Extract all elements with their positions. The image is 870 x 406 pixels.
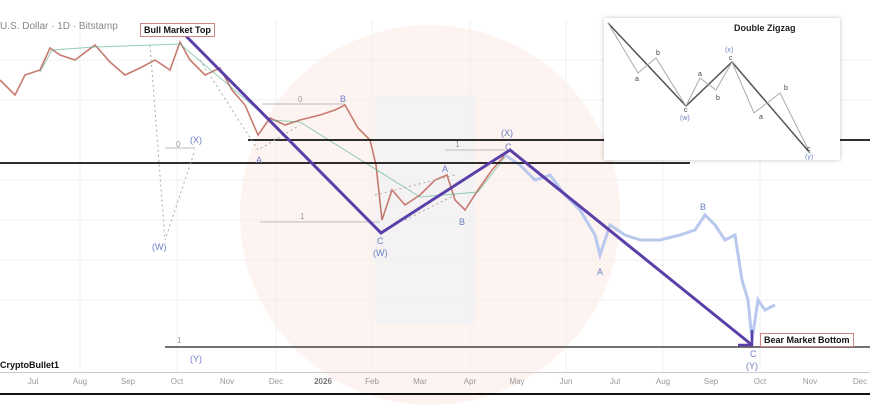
x-tick: Jul: [27, 377, 39, 386]
x-tick: Jul: [609, 377, 621, 386]
svg-text:a: a: [635, 76, 639, 83]
svg-text:a: a: [698, 71, 702, 78]
svg-text:b: b: [784, 85, 788, 92]
x-tick: Oct: [170, 377, 184, 386]
svg-text:(y): (y): [805, 154, 813, 160]
x-tick: Jun: [559, 377, 573, 386]
inset-diagram: a b c a b c a b c (w) (x) (y): [607, 22, 813, 160]
x-tick: May: [509, 377, 525, 386]
x-tick: Feb: [365, 377, 379, 386]
projection-path: [183, 33, 753, 347]
svg-text:1: 1: [177, 336, 182, 345]
x-tick: Sep: [703, 377, 719, 386]
svg-text:a: a: [759, 114, 763, 121]
svg-text:C: C: [505, 142, 512, 152]
x-tick: Nov: [219, 377, 235, 386]
svg-text:(W): (W): [152, 242, 167, 252]
svg-text:c: c: [729, 55, 733, 62]
watermark-logo: [375, 95, 475, 325]
x-tick: 2026: [314, 377, 332, 386]
svg-text:B: B: [700, 202, 706, 212]
svg-text:A: A: [442, 164, 448, 174]
fib-labels: 0 0 1 1 1: [176, 95, 460, 345]
svg-text:B: B: [340, 94, 346, 104]
x-tick: Sep: [120, 377, 136, 386]
x-tick: Mar: [413, 377, 427, 386]
svg-text:1: 1: [455, 140, 460, 149]
x-tick: Aug: [72, 377, 88, 386]
fib-guides: [165, 103, 505, 223]
svg-text:C: C: [750, 349, 757, 359]
x-tick: Dec: [852, 377, 868, 386]
x-tick: Aug: [655, 377, 671, 386]
svg-text:1: 1: [300, 212, 305, 221]
x-tick: Apr: [463, 377, 477, 386]
price-history: [0, 40, 506, 221]
svg-text:B: B: [459, 217, 465, 227]
double-zigzag-inset: Double Zigzag a b c a b c a b c (w) (x) (y): [604, 18, 840, 160]
svg-text:0: 0: [298, 95, 303, 104]
svg-text:(w): (w): [680, 115, 690, 122]
x-tick: Oct: [753, 377, 767, 386]
svg-text:b: b: [656, 50, 660, 57]
bull-market-top-badge: Bull Market Top: [140, 23, 215, 37]
x-tick: Dec: [268, 377, 284, 386]
chart-title: U.S. Dollar · 1D · Bitstamp: [0, 21, 118, 32]
svg-text:(W): (W): [373, 248, 388, 258]
dotted-guides: [149, 44, 456, 241]
svg-text:(Y): (Y): [190, 354, 202, 364]
svg-text:b: b: [716, 95, 720, 102]
svg-text:(X): (X): [190, 135, 202, 145]
svg-text:0: 0: [176, 140, 181, 149]
svg-text:(Y): (Y): [746, 361, 758, 371]
x-axis: Jul Aug Sep Oct Nov Dec 2026 Feb Mar Apr…: [0, 372, 870, 395]
svg-text:c: c: [807, 146, 811, 153]
arrow-head: [738, 330, 754, 347]
svg-text:c: c: [684, 107, 688, 114]
inset-title: Double Zigzag: [734, 23, 796, 33]
bear-market-bottom-badge: Bear Market Bottom: [760, 333, 854, 347]
svg-text:A: A: [256, 155, 262, 165]
svg-text:(x): (x): [725, 47, 733, 54]
wave-labels: (W) (X) (Y) A B C (W) A B C (X) A B C (Y): [152, 94, 758, 371]
x-tick: Nov: [802, 377, 818, 386]
author-label: CryptoBullet1: [0, 360, 60, 370]
svg-text:C: C: [377, 236, 384, 246]
svg-text:A: A: [597, 267, 603, 277]
svg-text:(X): (X): [501, 128, 513, 138]
